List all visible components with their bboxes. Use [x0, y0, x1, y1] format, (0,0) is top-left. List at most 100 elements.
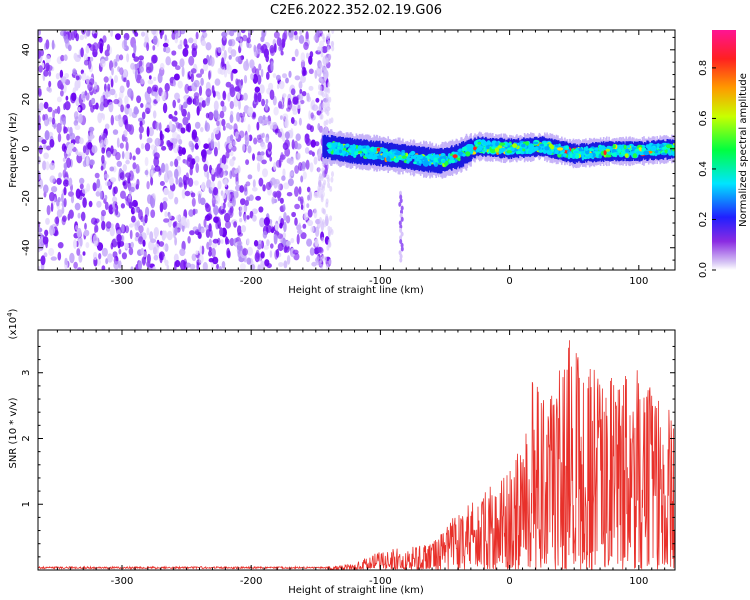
heatmap-noise-cell — [162, 244, 166, 250]
heatmap-noise-cell — [282, 93, 287, 98]
heatmap-noise-cell — [298, 81, 303, 90]
heatmap-noise-cell — [104, 56, 109, 62]
heatmap-noise-cell — [331, 171, 334, 178]
heatmap-signal-peak — [426, 161, 430, 164]
heatmap-noise-cell — [188, 55, 195, 66]
heatmap-noise-cell — [62, 169, 67, 179]
heatmap-noise-cell — [244, 134, 250, 142]
heatmap-noise-cell — [182, 47, 189, 57]
heatmap-noise-cell — [257, 162, 261, 173]
heatmap-signal-peak — [620, 150, 626, 156]
heatmap-noise-cell — [264, 103, 269, 111]
colorbar-tick-label: 0.2 — [698, 212, 709, 228]
heatmap-noise-cell — [247, 43, 252, 49]
spectrogram-ytick-label: 20 — [21, 93, 32, 106]
heatmap-signal-peak — [555, 144, 559, 148]
heatmap-noise-cell — [225, 81, 232, 88]
heatmap-noise-cell — [321, 219, 325, 226]
heatmap-noise-cell — [201, 40, 207, 47]
heatmap-signal-peak — [423, 159, 429, 165]
heatmap-noise-cell — [116, 160, 123, 167]
heatmap-noise-cell — [146, 86, 152, 94]
heatmap-noise-cell — [310, 139, 316, 148]
heatmap-noise-cell — [129, 229, 133, 240]
heatmap-signal-peak — [422, 157, 428, 161]
heatmap-noise-cell — [154, 137, 161, 147]
heatmap-signal-peak — [510, 146, 515, 151]
heatmap-noise-cell — [247, 106, 254, 117]
heatmap-noise-cell — [191, 47, 197, 58]
heatmap-noise-cell — [329, 185, 333, 192]
heatmap-noise-cell — [290, 117, 295, 124]
heatmap-noise-cell — [296, 224, 302, 231]
heatmap-signal-peak — [651, 148, 656, 152]
heatmap-noise-cell — [91, 145, 98, 154]
heatmap-noise-cell — [142, 256, 146, 266]
heatmap-noise-cell — [286, 255, 291, 265]
heatmap-noise-cell — [321, 167, 325, 174]
heatmap-noise-cell — [226, 238, 230, 245]
heatmap-noise-cell — [82, 197, 87, 208]
heatmap-noise-cell — [220, 100, 225, 107]
heatmap-noise-cell — [191, 129, 198, 140]
heatmap-noise-cell — [38, 122, 42, 131]
heatmap-noise-cell — [79, 137, 84, 145]
heatmap-signal-peak — [506, 142, 513, 146]
heatmap-signal-peak — [402, 155, 407, 159]
heatmap-noise-cell — [270, 243, 274, 249]
heatmap-noise-cell — [92, 182, 97, 192]
heatmap-noise-cell — [257, 264, 261, 270]
snr-ytick-label: 2 — [21, 435, 32, 441]
heatmap-noise-cell — [132, 155, 136, 161]
spectrogram-xtick-label: -300 — [111, 276, 134, 287]
heatmap-noise-cell — [65, 157, 72, 169]
heatmap-noise-cell — [146, 42, 150, 52]
heatmap-noise-cell — [227, 209, 234, 219]
heatmap-noise-cell — [102, 35, 107, 43]
heatmap-noise-cell — [38, 156, 41, 165]
heatmap-noise-cell — [43, 144, 47, 150]
heatmap-noise-cell — [185, 172, 189, 181]
heatmap-noise-cell — [213, 100, 219, 112]
heatmap-noise-cell — [64, 101, 71, 111]
heatmap-signal-peak — [376, 147, 381, 152]
heatmap-noise-cell — [154, 165, 161, 172]
heatmap-signal-peak — [386, 156, 391, 162]
heatmap-noise-cell — [273, 161, 277, 171]
heatmap-noise-cell — [310, 226, 315, 233]
heatmap-signal-peak — [643, 150, 650, 156]
heatmap-noise-cell — [148, 127, 154, 137]
heatmap-noise-cell — [222, 125, 226, 131]
heatmap-noise-cell — [76, 227, 82, 238]
heatmap-noise-cell — [206, 171, 210, 180]
heatmap-noise-cell — [319, 30, 322, 34]
heatmap-noise-cell — [38, 170, 41, 181]
heatmap-noise-cell — [182, 116, 189, 126]
heatmap-noise-cell — [284, 117, 289, 129]
heatmap-noise-cell — [252, 214, 257, 222]
heatmap-signal-peak — [578, 147, 583, 152]
heatmap-noise-cell — [166, 230, 173, 241]
heatmap-signal-peak — [345, 143, 350, 148]
heatmap-signal-peak — [477, 146, 483, 152]
heatmap-noise-cell — [262, 184, 266, 192]
heatmap-noise-cell — [300, 52, 306, 62]
heatmap-noise-cell — [229, 30, 235, 37]
heatmap-noise-cell — [242, 111, 246, 118]
heatmap-noise-cell — [163, 187, 169, 196]
heatmap-noise-cell — [301, 91, 307, 97]
heatmap-noise-cell — [97, 112, 103, 124]
heatmap-noise-cell — [133, 56, 140, 62]
heatmap-noise-cell — [252, 112, 256, 118]
heatmap-noise-cell — [123, 130, 128, 137]
heatmap-noise-cell — [144, 142, 151, 152]
heatmap-signal-peak — [398, 155, 402, 161]
heatmap-noise-cell — [181, 188, 186, 199]
heatmap-noise-cell — [208, 223, 212, 232]
heatmap-noise-cell — [42, 160, 47, 171]
heatmap-noise-cell — [242, 143, 246, 152]
heatmap-signal-peak — [605, 148, 610, 152]
heatmap-noise-cell — [323, 106, 327, 113]
heatmap-noise-cell — [267, 141, 273, 152]
heatmap-noise-cell — [211, 172, 216, 182]
